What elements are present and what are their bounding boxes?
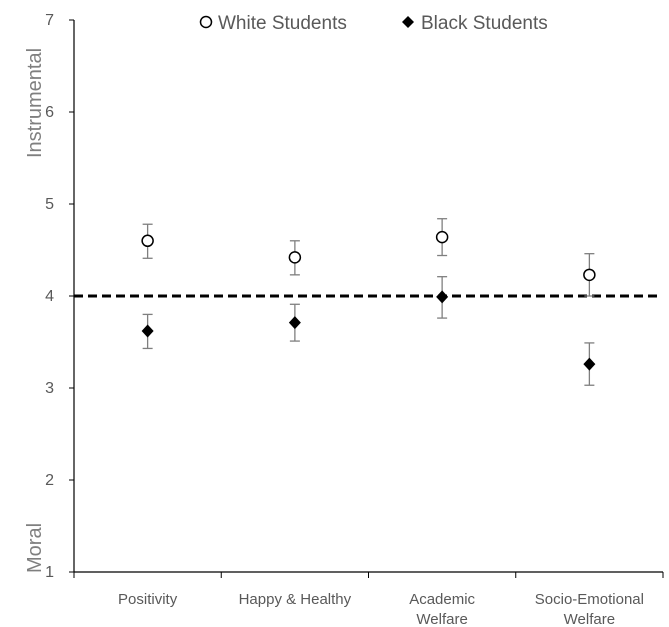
x-category-label-line: Socio-Emotional [535,591,644,608]
error-bars [142,218,595,386]
y-bottom-label: Moral [24,523,46,573]
x-category-label-line: Happy & Healthy [239,591,352,608]
x-category-label-line: Positivity [118,591,178,608]
x-axis: Positivity Happy & Healthy Academic Welfare… [73,571,664,627]
legend-white-label: White Students [218,13,347,34]
x-category-label-line: Welfare [564,611,615,627]
x-category-label-line: Welfare [416,611,467,627]
legend-black-marker [402,16,414,28]
data-point-white-students [288,251,302,264]
legend-white-marker [199,15,213,29]
y-axis: 1 2 3 4 5 6 7 [45,12,75,581]
y-tick-label: 4 [45,288,54,305]
y-tick-label: 3 [45,380,54,397]
x-category-label: Academic Welfare [409,591,475,627]
data-point-black-students [436,290,449,304]
x-category-label: Socio-Emotional Welfare [535,591,644,627]
legend: White Students Black Students [199,13,548,34]
y-tick-label: 2 [45,472,54,489]
data-point-black-students [288,316,301,330]
y-top-label: Instrumental [24,48,46,158]
y-tick-label: 6 [45,104,54,121]
legend-black-label: Black Students [421,13,548,34]
data-point-white-students [141,234,154,248]
x-category-label-line: Academic [409,591,475,608]
data-point-white-students [435,230,449,244]
x-category-label: Happy & Healthy [239,591,352,608]
data-point-white-students [583,268,596,282]
y-tick-label: 1 [45,564,54,581]
x-category-label: Positivity [118,591,178,608]
y-tick-label: 5 [45,196,54,213]
data-point-black-students [141,324,154,338]
y-tick-label: 7 [45,12,54,29]
data-point-black-students [583,357,596,371]
data-points [141,230,596,371]
